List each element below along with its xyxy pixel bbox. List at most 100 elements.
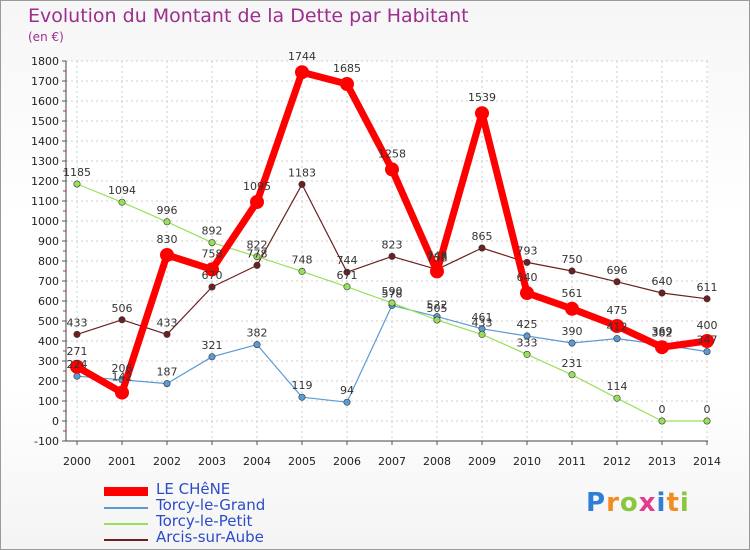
- y-tick-label: 1600: [31, 95, 59, 108]
- y-tick-label: 100: [38, 395, 59, 408]
- data-point: [295, 65, 309, 80]
- data-point: [388, 299, 396, 307]
- data-point: [160, 248, 174, 262]
- x-tick-label: 2001: [108, 455, 136, 468]
- legend-label: Torcy-le-Grand: [156, 496, 266, 514]
- data-point: [565, 301, 579, 316]
- data-label: 400: [697, 319, 718, 332]
- x-tick-label: 2003: [198, 455, 226, 468]
- logo-letter: P: [586, 488, 607, 518]
- data-point: [523, 350, 531, 358]
- data-label: 744: [337, 254, 358, 267]
- data-label: 271: [67, 345, 88, 358]
- data-label: 333: [517, 336, 538, 349]
- y-tick-label: 300: [38, 355, 59, 368]
- data-label: 865: [472, 230, 493, 243]
- data-point: [385, 162, 399, 177]
- chart-unit-label: (en €): [28, 30, 64, 44]
- logo-letter: r: [606, 488, 620, 518]
- data-point: [163, 330, 171, 338]
- y-tick-label: 1300: [31, 155, 59, 168]
- data-label: 433: [472, 316, 493, 329]
- data-point: [613, 335, 621, 343]
- data-label: 506: [112, 302, 133, 315]
- data-label: 778: [247, 247, 268, 260]
- data-point: [523, 258, 531, 266]
- x-tick-label: 2013: [648, 455, 676, 468]
- data-point: [433, 316, 441, 324]
- data-point: [700, 334, 714, 348]
- data-label: 433: [67, 316, 88, 329]
- data-label: 461: [472, 311, 493, 324]
- y-tick-label: 400: [38, 335, 59, 348]
- y-tick-label: 1100: [31, 195, 59, 208]
- data-point: [658, 417, 666, 425]
- x-tick-label: 2011: [558, 455, 586, 468]
- data-point: [163, 380, 171, 388]
- data-point: [73, 372, 81, 380]
- data-label: 670: [202, 269, 223, 282]
- y-tick-label: 1700: [31, 75, 59, 88]
- data-label: 822: [247, 239, 268, 252]
- logo-letter: i: [656, 488, 667, 518]
- y-tick-label: 1500: [31, 115, 59, 128]
- data-label: 748: [427, 249, 448, 262]
- legend-swatch: [104, 539, 148, 541]
- proxiti-logo: Proxiti: [586, 488, 690, 518]
- data-label: 1685: [333, 62, 361, 75]
- x-tick-label: 2005: [288, 455, 316, 468]
- data-point: [208, 239, 216, 247]
- data-point: [478, 244, 486, 252]
- data-point: [703, 295, 711, 303]
- data-label: 1539: [468, 91, 496, 104]
- data-label: 640: [517, 271, 538, 284]
- data-label: 231: [562, 357, 583, 370]
- data-point: [253, 341, 261, 349]
- y-tick-label: 1200: [31, 175, 59, 188]
- data-label: 671: [337, 269, 358, 282]
- data-label: 321: [202, 339, 223, 352]
- x-tick-label: 2004: [243, 455, 271, 468]
- x-tick-label: 2009: [468, 455, 496, 468]
- data-label: 425: [517, 318, 538, 331]
- x-tick-label: 2006: [333, 455, 361, 468]
- data-label: 611: [697, 281, 718, 294]
- x-tick-label: 2010: [513, 455, 541, 468]
- data-label: 1744: [288, 50, 316, 63]
- data-label: 390: [562, 325, 583, 338]
- data-point: [655, 340, 669, 355]
- data-label: 996: [157, 204, 178, 217]
- data-label: 369: [652, 325, 673, 338]
- data-point: [70, 359, 84, 374]
- y-tick-label: 1400: [31, 135, 59, 148]
- data-point: [298, 393, 306, 401]
- data-point: [208, 283, 216, 291]
- data-point: [343, 398, 351, 406]
- legend-swatch: [104, 487, 148, 496]
- data-point: [250, 195, 264, 209]
- data-label: 206: [112, 362, 133, 375]
- data-label: 224: [67, 358, 88, 371]
- data-point: [388, 252, 396, 260]
- data-label: 119: [292, 379, 313, 392]
- data-label: 758: [427, 251, 448, 264]
- data-label: 0: [659, 403, 666, 416]
- data-point: [478, 330, 486, 338]
- logo-letter: i: [679, 488, 690, 518]
- legend-swatch: [104, 507, 148, 509]
- plot-area: [66, 61, 708, 441]
- data-point: [568, 371, 576, 379]
- data-label: 187: [157, 366, 178, 379]
- x-tick-label: 2002: [153, 455, 181, 468]
- data-label: 0: [704, 403, 711, 416]
- data-point: [205, 262, 219, 277]
- data-point: [613, 394, 621, 402]
- data-point: [115, 385, 129, 400]
- x-tick-label: 2014: [693, 455, 721, 468]
- data-point: [523, 332, 531, 340]
- data-label: 114: [607, 380, 628, 393]
- data-point: [703, 348, 711, 356]
- x-tick-label: 2008: [423, 455, 451, 468]
- data-label: 475: [607, 304, 628, 317]
